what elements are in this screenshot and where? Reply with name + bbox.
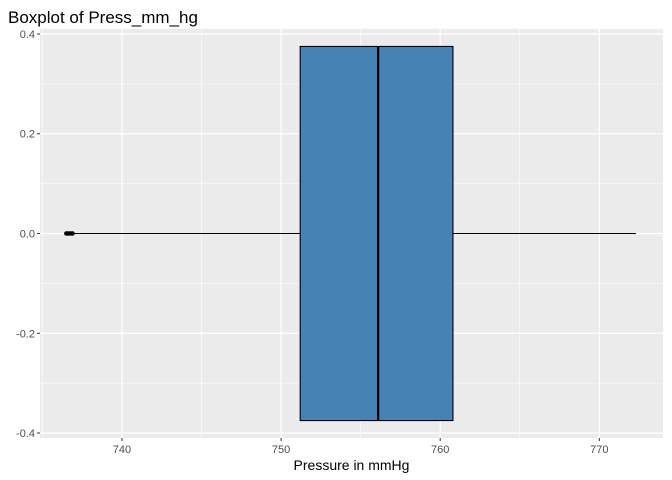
- x-tick-label: 770: [590, 444, 608, 456]
- y-tick-label: 0.2: [20, 129, 35, 141]
- chart-title: Boxplot of Press_mm_hg: [8, 8, 198, 27]
- y-tick-label: 0.0: [20, 229, 35, 241]
- x-axis: 740 750 760 770: [113, 438, 609, 456]
- y-tick-label: -0.2: [16, 328, 35, 340]
- x-tick-label: 750: [272, 444, 290, 456]
- x-tick-label: 740: [113, 444, 131, 456]
- iqr-box: [299, 45, 454, 422]
- y-tick-label: -0.4: [16, 428, 35, 440]
- boxplot-layer: [64, 45, 636, 422]
- y-tick-label: 0.4: [20, 29, 35, 41]
- x-axis-title: Pressure in mmHg: [294, 457, 410, 473]
- y-axis: -0.4 -0.2 0.0 0.2 0.4: [16, 29, 40, 440]
- x-tick-label: 760: [431, 444, 449, 456]
- outlier-point: [70, 231, 75, 236]
